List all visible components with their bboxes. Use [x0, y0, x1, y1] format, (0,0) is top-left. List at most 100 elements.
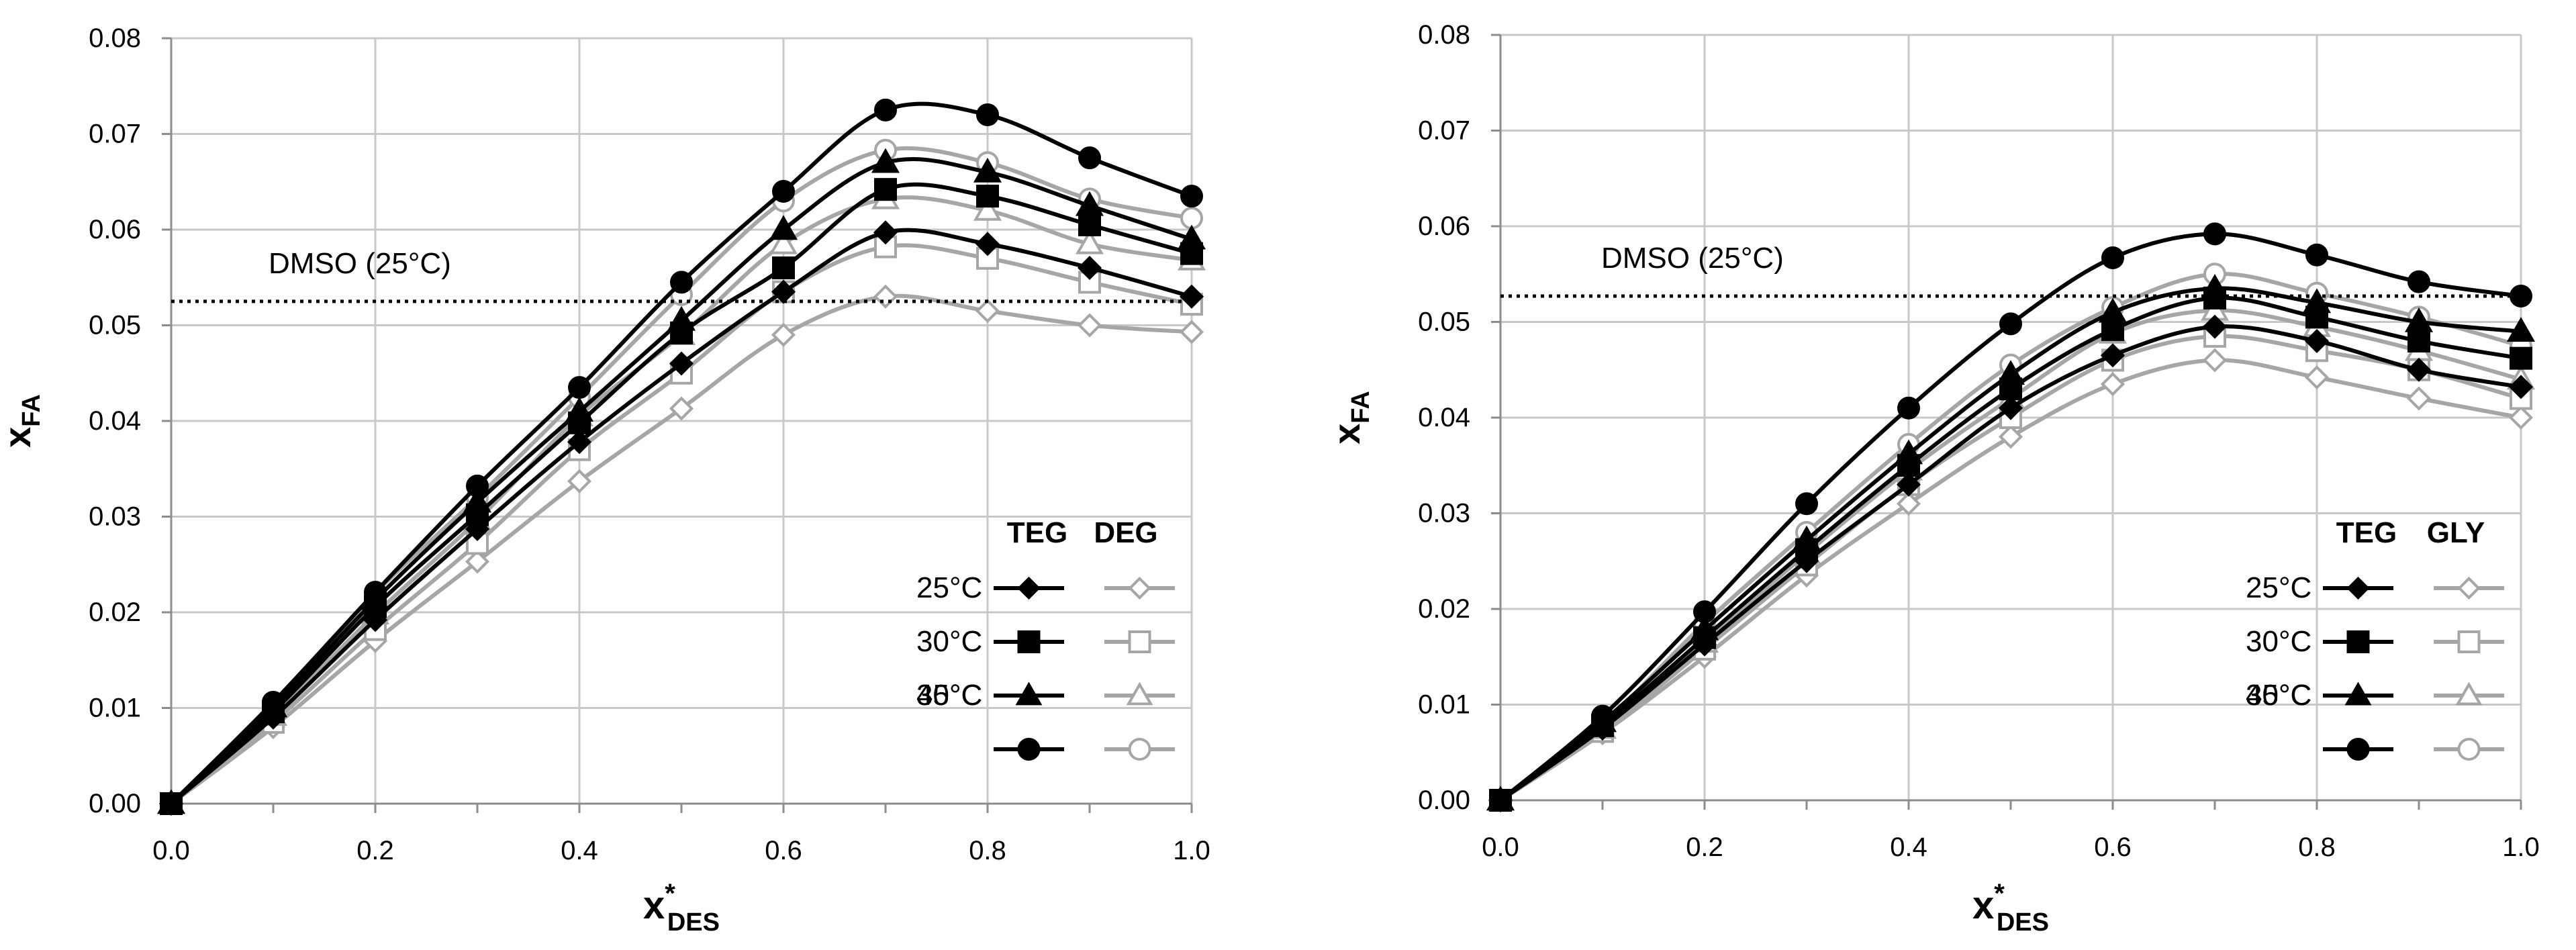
x-tick-label: 1.0: [1173, 836, 1210, 865]
series-line: [170, 293, 1192, 806]
x-tick-label: 0.4: [1890, 833, 1927, 862]
x-tick-labels: 0.0 0.2 0.4 0.6 0.8 1.0: [152, 836, 1210, 865]
data-point: [769, 215, 798, 240]
y-tick-label: 0.06: [89, 215, 141, 244]
series-line: [1499, 286, 2522, 802]
legend-temp-30: 30°C: [916, 625, 982, 658]
data-point: [2305, 243, 2328, 267]
y-axis-label: xFA: [1325, 391, 1375, 444]
chart-right: 0.00 0.01 0.02 0.03 0.04 0.05 0.06 0.07 0.08 0.0…: [1325, 20, 2540, 937]
legend-temp-25: 25°C: [2246, 571, 2311, 604]
data-point: [1999, 312, 2022, 336]
y-tick-label: 0.05: [1418, 307, 1470, 337]
y-tick-label: 0.00: [89, 789, 141, 818]
series-line: [170, 228, 1192, 806]
legend-symbols: [2323, 576, 2504, 761]
data-point: [669, 351, 694, 376]
data-point: [771, 322, 796, 347]
y-tick-label: 0.08: [89, 23, 141, 53]
data-point: [769, 229, 798, 254]
gridlines: [1499, 34, 2522, 802]
data-point: [2100, 372, 2126, 397]
series-teg-35c: [1486, 273, 2536, 811]
y-tick-label: 0.06: [1418, 211, 1470, 241]
legend-temp-25: 25°C: [916, 571, 982, 604]
data-point: [975, 299, 1000, 324]
series-teg-40c: [160, 98, 1203, 815]
x-tick-label: 0.6: [765, 836, 802, 865]
y-axis-label-main: x: [0, 427, 38, 448]
x-tick-labels: 0.0 0.2 0.4 0.6 0.8 1.0: [1482, 833, 2540, 862]
data-point: [1896, 472, 1921, 497]
y-tick-label: 0.07: [1418, 116, 1470, 146]
legend-temp-40: 40°C: [2246, 679, 2311, 712]
data-point: [2407, 270, 2430, 293]
series-line: [169, 157, 1192, 806]
data-point: [976, 103, 999, 126]
data-point: [873, 220, 898, 245]
legend-teg-marker: [1017, 576, 1041, 600]
data-point: [1179, 320, 1204, 344]
data-point: [2506, 317, 2536, 342]
data-point: [1996, 360, 2025, 385]
legend-temp-30: 30°C: [2246, 625, 2311, 658]
legend-other-marker: [1126, 681, 1153, 706]
data-point: [2203, 222, 2226, 246]
data-point: [567, 469, 592, 493]
data-point: [1792, 525, 1821, 551]
x-tick-label: 0.0: [152, 836, 190, 865]
data-point: [2508, 375, 2534, 399]
data-point: [463, 487, 492, 513]
data-point: [1998, 395, 2023, 420]
y-tick-label: 0.03: [89, 502, 141, 532]
data-point: [667, 305, 696, 331]
data-point: [1180, 185, 1203, 208]
y-tick-label: 0.04: [89, 406, 141, 436]
dmso-reference-label: DMSO (25°C): [269, 247, 451, 280]
data-point: [262, 690, 285, 714]
legend-temp-35: 35°C: [2246, 679, 2311, 712]
data-point: [1894, 439, 1923, 465]
x-axis-label-subscript: DES: [1997, 908, 2049, 937]
y-tick-label: 0.02: [89, 598, 141, 627]
y-axis-label-main: x: [1325, 424, 1368, 444]
legend: TEG DEG 25°C 30°C 35°C 40°C: [916, 516, 1175, 761]
data-point: [568, 376, 591, 399]
legend-other-marker: [1128, 738, 1151, 761]
y-tick-labels: 0.00 0.01 0.02 0.03 0.04 0.05 0.06 0.07 0.08: [1418, 20, 1470, 815]
y-tick-label: 0.02: [1418, 594, 1470, 624]
data-point: [466, 474, 489, 497]
legend-other-marker: [2457, 576, 2481, 600]
x-axis-label-superscript: *: [1994, 879, 2005, 908]
data-point: [2101, 246, 2124, 270]
data-point: [669, 396, 694, 421]
data-point: [973, 195, 1002, 221]
x-axis-label: x* DES: [643, 879, 720, 937]
data-point: [975, 232, 1000, 256]
y-tick-label: 0.03: [1418, 499, 1470, 528]
series-line: [1499, 295, 2522, 802]
chart-left: 0.00 0.01 0.02 0.03 0.04 0.05 0.06 0.07 0.08 0.0…: [0, 23, 1210, 937]
data-point: [2202, 348, 2228, 373]
data-point: [874, 178, 897, 201]
legend-teg-marker: [1015, 681, 1043, 706]
legend-header-teg: TEG: [1007, 516, 1067, 549]
x-tick-label: 0.8: [2298, 833, 2336, 862]
legend-teg-marker: [2346, 630, 2370, 653]
y-axis-label: xFA: [0, 394, 46, 448]
legend-temp-40: 40°C: [916, 679, 982, 712]
series-group: [1486, 222, 2536, 813]
legend-header-teg: TEG: [2336, 516, 2397, 549]
data-point: [1489, 789, 1512, 812]
data-point: [2100, 343, 2126, 368]
series-line: [170, 243, 1192, 806]
y-axis-label-subscript: FA: [1347, 391, 1375, 424]
y-tick-label: 0.05: [89, 311, 141, 340]
x-axis-label-superscript: *: [665, 879, 675, 908]
data-point: [973, 157, 1002, 183]
x-axis-label: x* DES: [1972, 879, 2049, 937]
data-point: [1075, 229, 1104, 254]
data-point: [567, 430, 592, 455]
x-tick-label: 0.8: [969, 836, 1006, 865]
